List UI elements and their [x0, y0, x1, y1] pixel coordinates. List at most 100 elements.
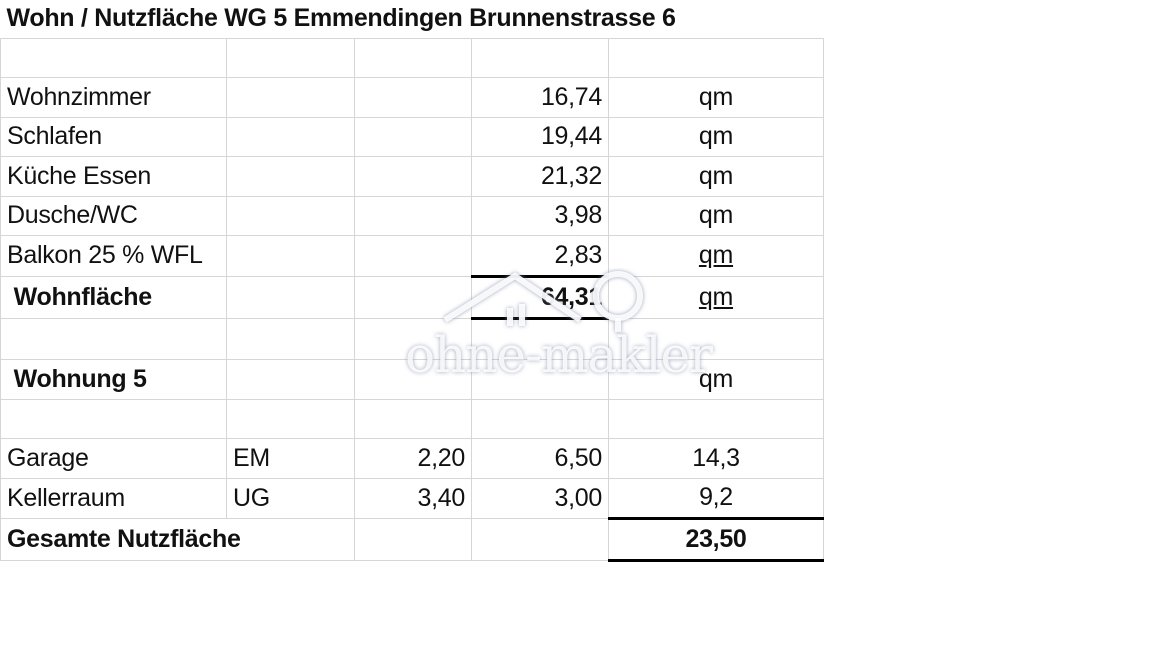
cell[interactable] — [354, 234, 472, 277]
cell[interactable] — [354, 275, 472, 319]
table-row: Schlafen 19,44 qm — [0, 116, 824, 157]
cell-text: 3,40 — [417, 483, 466, 512]
cell[interactable] — [226, 234, 355, 277]
cell[interactable]: 3,40 — [354, 477, 472, 519]
table-row: Gesamte Nutzfläche 23,50 — [0, 516, 824, 562]
cell[interactable]: 23,50 — [608, 516, 824, 562]
table-row: Garage EM 2,20 6,50 14,3 — [0, 437, 824, 479]
cell-text: 64,31 — [540, 282, 602, 311]
cell-text: 23,50 — [685, 524, 747, 553]
cell[interactable]: 9,2 — [608, 477, 824, 519]
cell[interactable]: 6,50 — [471, 437, 609, 479]
cell[interactable]: qm — [608, 275, 824, 319]
cell[interactable] — [471, 358, 609, 400]
cell[interactable]: 3,00 — [471, 477, 609, 519]
cell[interactable] — [471, 398, 609, 439]
title-row: Wohn / Nutzfläche WG 5 Emmendingen Brunn… — [0, 0, 824, 39]
cell[interactable] — [354, 37, 472, 78]
cell[interactable]: 2,83 — [471, 234, 609, 277]
cell-text: Schlafen — [7, 122, 102, 150]
sheet-title[interactable]: Wohn / Nutzfläche WG 5 Emmendingen Brunn… — [0, 0, 824, 39]
cell-text: qm — [698, 364, 734, 393]
cell[interactable]: Garage — [0, 437, 227, 479]
cell[interactable]: Balkon 25 % WFL — [0, 234, 227, 277]
cell[interactable]: UG — [226, 477, 355, 519]
cell[interactable] — [0, 398, 227, 439]
cell[interactable] — [471, 317, 609, 360]
cell[interactable] — [226, 398, 355, 439]
cell-text: 3,00 — [554, 483, 603, 512]
cell[interactable] — [354, 358, 472, 400]
cell[interactable] — [354, 116, 472, 157]
cell[interactable]: Gesamte Nutzfläche — [0, 517, 355, 561]
cell-text: 14,3 — [692, 443, 740, 472]
cell[interactable] — [354, 317, 472, 360]
cell[interactable] — [226, 76, 355, 118]
cell[interactable] — [354, 398, 472, 439]
cell[interactable]: Wohnfläche — [0, 275, 227, 319]
cell-text: Dusche/WC — [7, 201, 138, 229]
cell[interactable] — [226, 317, 355, 360]
cell[interactable] — [608, 37, 824, 78]
cell[interactable] — [226, 195, 355, 236]
table-row: Wohnzimmer 16,74 qm — [0, 76, 824, 118]
cell-text: qm — [698, 161, 734, 190]
table-row — [0, 37, 824, 78]
cell-text: qm — [698, 201, 734, 229]
cell[interactable]: Dusche/WC — [0, 195, 227, 236]
cell-text: Wohnung 5 — [7, 364, 147, 393]
cell-text: Garage — [7, 443, 89, 472]
cell[interactable] — [226, 155, 355, 197]
cell[interactable]: EM — [226, 437, 355, 479]
cell[interactable] — [226, 275, 355, 319]
cell[interactable]: 14,3 — [608, 437, 824, 479]
cell-text: 2,83 — [554, 240, 603, 269]
cell[interactable]: 21,32 — [471, 155, 609, 197]
table-row: Dusche/WC 3,98 qm — [0, 195, 824, 236]
cell[interactable]: qm — [608, 116, 824, 157]
cell-text: 21,32 — [540, 161, 602, 190]
cell[interactable]: Wohnung 5 — [0, 358, 227, 400]
cell[interactable]: qm — [608, 76, 824, 118]
cell[interactable]: 3,98 — [471, 195, 609, 236]
cell[interactable]: qm — [608, 195, 824, 236]
cell[interactable] — [471, 517, 609, 561]
cell-text: Kellerraum — [7, 483, 125, 512]
cell-text: UG — [233, 483, 270, 512]
cell[interactable] — [0, 37, 227, 78]
cell[interactable]: 2,20 — [354, 437, 472, 479]
cell[interactable] — [354, 195, 472, 236]
cell-text: Küche Essen — [7, 161, 152, 190]
cell[interactable]: qm — [608, 155, 824, 197]
table-row: Kellerraum UG 3,40 3,00 9,2 — [0, 477, 824, 519]
cell[interactable] — [608, 398, 824, 439]
cell-text: Wohnzimmer — [7, 82, 151, 111]
cell[interactable] — [226, 116, 355, 157]
cell-text: 9,2 — [699, 483, 733, 511]
cell-text: qm — [698, 241, 734, 269]
cell[interactable]: 16,74 — [471, 76, 609, 118]
cell[interactable] — [0, 317, 227, 360]
cell-text: 6,50 — [554, 443, 603, 472]
cell[interactable]: qm — [608, 358, 824, 400]
table-row — [0, 398, 824, 439]
cell[interactable] — [354, 155, 472, 197]
cell-text: qm — [698, 122, 734, 150]
cell[interactable] — [226, 358, 355, 400]
cell[interactable] — [226, 37, 355, 78]
cell[interactable]: Küche Essen — [0, 155, 227, 197]
cell-text: Gesamte Nutzfläche — [7, 524, 241, 553]
cell[interactable] — [608, 317, 824, 360]
cell[interactable]: 19,44 — [471, 116, 609, 157]
cell[interactable] — [354, 517, 472, 561]
cell[interactable]: Kellerraum — [0, 477, 227, 519]
cell[interactable]: qm — [608, 234, 824, 277]
table-row: Balkon 25 % WFL 2,83 qm — [0, 234, 824, 277]
spreadsheet: Wohn / Nutzfläche WG 5 Emmendingen Brunn… — [0, 0, 824, 562]
table-row: Küche Essen 21,32 qm — [0, 155, 824, 197]
cell[interactable]: 64,31 — [471, 274, 609, 320]
cell[interactable]: Wohnzimmer — [0, 76, 227, 118]
cell[interactable] — [354, 76, 472, 118]
cell[interactable] — [471, 37, 609, 78]
cell[interactable]: Schlafen — [0, 116, 227, 157]
